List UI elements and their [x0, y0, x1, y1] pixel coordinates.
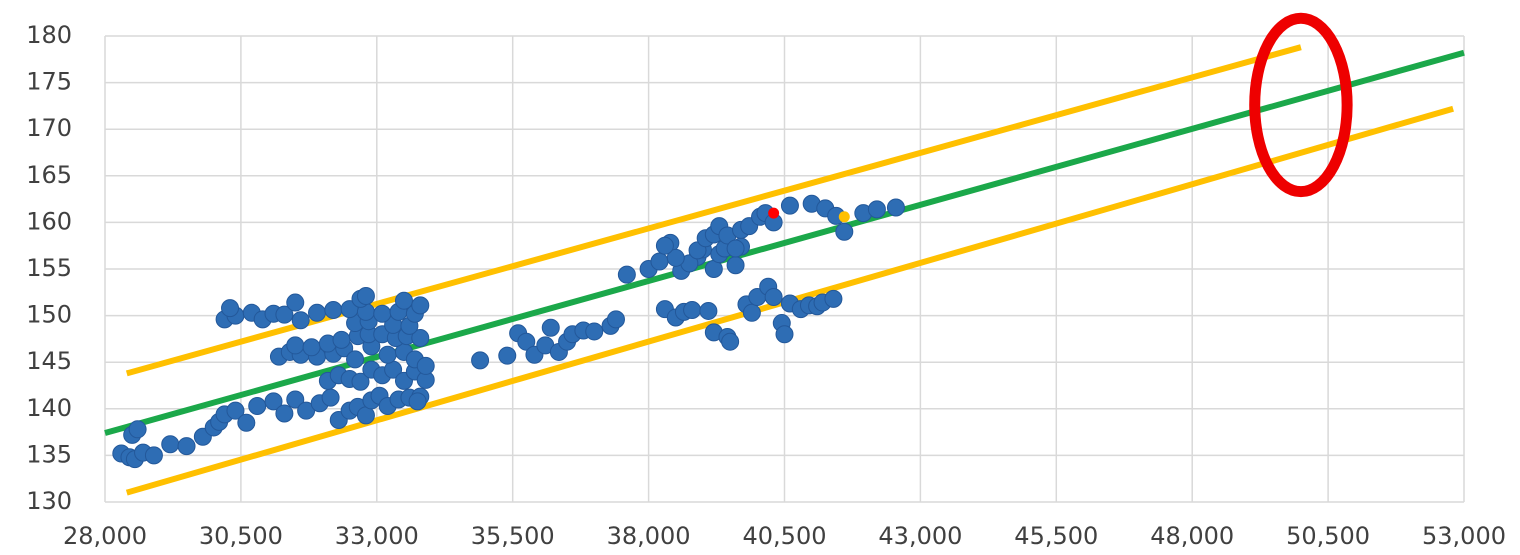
- data-point: [356, 287, 375, 306]
- data-point: [237, 413, 256, 432]
- y-tick-label: 155: [26, 254, 72, 282]
- y-tick-label: 175: [26, 68, 72, 96]
- data-point: [617, 265, 636, 284]
- data-point: [411, 296, 430, 315]
- data-point: [378, 345, 397, 364]
- y-tick-label: 170: [26, 114, 72, 142]
- data-point: [291, 311, 310, 330]
- data-point: [699, 301, 718, 320]
- data-point: [302, 338, 321, 357]
- y-tick-label: 150: [26, 301, 72, 329]
- data-point: [726, 256, 745, 275]
- data-point: [835, 222, 854, 241]
- data-point: [128, 420, 147, 439]
- data-point: [226, 401, 245, 420]
- y-tick-label: 130: [26, 487, 72, 515]
- highlighted-point: [838, 211, 850, 223]
- data-point: [416, 356, 435, 375]
- data-point: [286, 390, 305, 409]
- data-point: [517, 332, 536, 351]
- y-tick-label: 135: [26, 440, 72, 468]
- data-point: [780, 196, 799, 215]
- data-point: [286, 336, 305, 355]
- data-point: [346, 350, 365, 369]
- data-point: [275, 404, 294, 423]
- highlighted-points: [768, 207, 850, 223]
- data-point: [332, 330, 351, 349]
- data-point: [177, 437, 196, 456]
- data-point: [324, 301, 343, 320]
- x-tick-label: 48,000: [1150, 522, 1234, 550]
- x-tick-label: 43,000: [878, 522, 962, 550]
- data-point: [742, 303, 761, 322]
- y-tick-label: 160: [26, 207, 72, 235]
- data-point: [585, 322, 604, 341]
- y-tick-label: 165: [26, 161, 72, 189]
- x-tick-label: 35,500: [471, 522, 555, 550]
- data-point: [411, 328, 430, 347]
- annotations: [1249, 12, 1353, 198]
- data-point: [541, 318, 560, 337]
- data-point: [144, 446, 163, 465]
- fit-line: [104, 49, 1465, 436]
- y-axis-tick-labels: 130 135 140 145 150 155 160 165 170 175 180: [26, 21, 72, 515]
- x-tick-label: 40,500: [743, 522, 827, 550]
- data-point: [297, 401, 316, 420]
- x-tick-label: 33,000: [335, 522, 419, 550]
- x-tick-label: 38,000: [607, 522, 691, 550]
- data-point: [321, 388, 340, 407]
- y-tick-label: 140: [26, 394, 72, 422]
- data-point: [286, 293, 305, 312]
- data-point: [351, 372, 370, 391]
- data-point: [721, 332, 740, 351]
- x-tick-label: 50,500: [1286, 522, 1370, 550]
- data-point: [867, 200, 886, 219]
- x-tick-label: 28,000: [63, 522, 147, 550]
- data-point: [606, 310, 625, 329]
- data-point: [775, 325, 794, 344]
- data-point: [394, 291, 413, 310]
- y-tick-label: 145: [26, 347, 72, 375]
- gridlines: [104, 35, 1465, 503]
- data-point: [650, 252, 669, 271]
- x-tick-label: 30,500: [199, 522, 283, 550]
- data-point: [248, 397, 267, 416]
- x-tick-label: 45,500: [1014, 522, 1098, 550]
- data-points: [112, 194, 905, 469]
- data-point: [666, 248, 685, 267]
- data-point: [264, 392, 283, 411]
- data-point: [683, 301, 702, 320]
- x-tick-label: 53,000: [1422, 522, 1506, 550]
- data-point: [498, 346, 517, 365]
- data-point: [221, 299, 240, 318]
- data-point: [308, 303, 327, 322]
- data-point: [161, 435, 180, 454]
- data-point: [408, 392, 427, 411]
- data-point: [275, 305, 294, 324]
- data-point: [726, 239, 745, 258]
- y-tick-label: 180: [26, 21, 72, 49]
- highlight-ellipse: [1249, 12, 1353, 198]
- data-point: [471, 351, 490, 370]
- x-axis-tick-labels: 28,000 30,500 33,000 35,500 38,000 40,500 43,0…: [63, 522, 1506, 550]
- data-point: [886, 198, 905, 217]
- highlighted-point: [768, 207, 780, 219]
- data-point: [824, 289, 843, 308]
- data-point: [373, 304, 392, 323]
- data-point: [655, 236, 674, 255]
- data-point: [764, 287, 783, 306]
